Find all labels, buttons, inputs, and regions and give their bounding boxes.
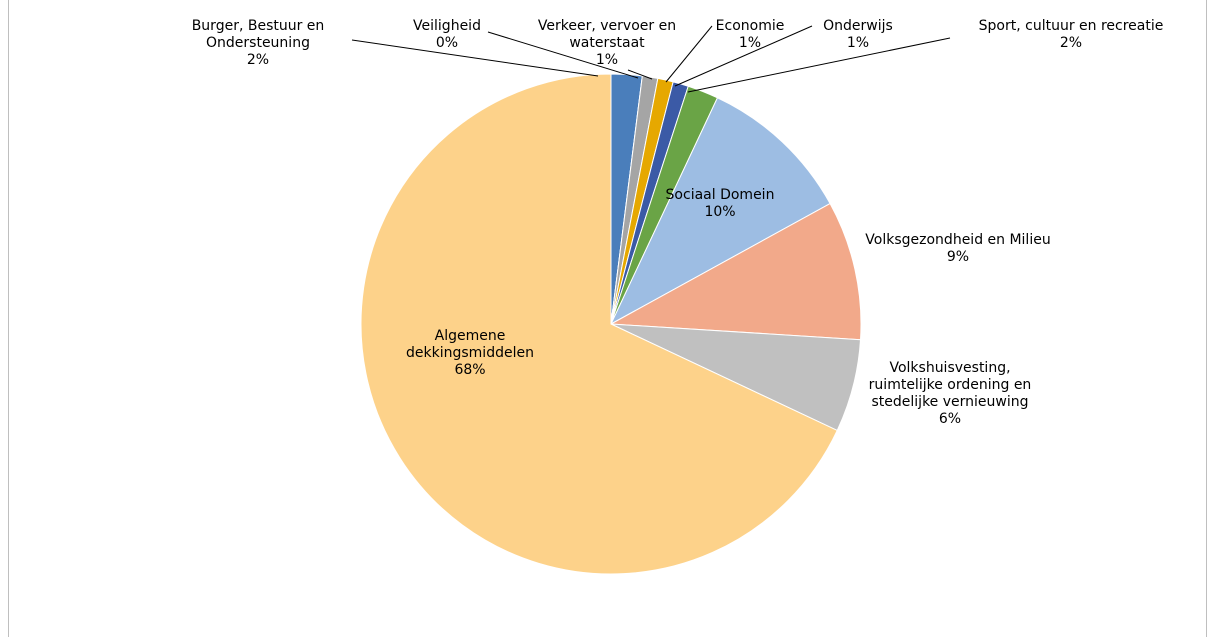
- value-label: 6%: [938, 411, 962, 427]
- data-label: Verkeer, vervoer en waterstaat 1%: [527, 18, 687, 69]
- pie-slice: [609, 202, 862, 341]
- category-label: Volksgezondheid en Milieu: [865, 232, 1051, 248]
- data-label: Veiligheid 0%: [402, 18, 492, 52]
- value-label: 1%: [846, 35, 870, 51]
- leader-lines: [351, 25, 951, 93]
- leader-line: [665, 25, 713, 83]
- category-label: Onderwijs: [823, 18, 893, 34]
- leader-line: [687, 37, 951, 93]
- data-label: Economie 1%: [705, 18, 795, 52]
- data-label: Volkshuisvesting, ruimtelijke ordening e…: [868, 360, 1033, 428]
- data-label: Algemene dekkingsmiddelen 68%: [395, 328, 545, 379]
- leader-line: [674, 25, 813, 87]
- value-label: 68%: [454, 362, 486, 378]
- pie-slice: [360, 73, 838, 575]
- data-label: Sociaal Domein 10%: [650, 187, 790, 221]
- category-label: Algemene dekkingsmiddelen: [406, 328, 534, 361]
- category-label: Sport, cultuur en recreatie: [978, 18, 1164, 34]
- category-label: Veiligheid: [413, 18, 481, 34]
- category-label: Sociaal Domein: [665, 187, 775, 203]
- data-label: Burger, Bestuur en Ondersteuning 2%: [173, 18, 343, 69]
- value-label: 1%: [595, 52, 619, 68]
- value-label: 2%: [246, 52, 270, 68]
- leader-line: [627, 69, 653, 80]
- data-label: Sport, cultuur en recreatie 2%: [951, 18, 1191, 52]
- value-label: 9%: [946, 249, 970, 265]
- leader-line: [351, 39, 599, 77]
- category-label: Volkshuisvesting, ruimtelijke ordening e…: [868, 360, 1032, 410]
- value-label: 2%: [1059, 35, 1083, 51]
- leader-line: [487, 31, 639, 79]
- chart-border: [8, 0, 1207, 637]
- value-label: 0%: [435, 35, 459, 51]
- data-label: Onderwijs 1%: [813, 18, 903, 52]
- category-label: Verkeer, vervoer en waterstaat: [537, 18, 677, 51]
- value-label: 1%: [738, 35, 762, 51]
- pie-slice: [609, 97, 831, 326]
- value-label: 10%: [704, 204, 736, 220]
- category-label: Burger, Bestuur en Ondersteuning: [191, 18, 325, 51]
- category-label: Economie: [715, 18, 785, 34]
- data-label: Volksgezondheid en Milieu 9%: [848, 232, 1068, 266]
